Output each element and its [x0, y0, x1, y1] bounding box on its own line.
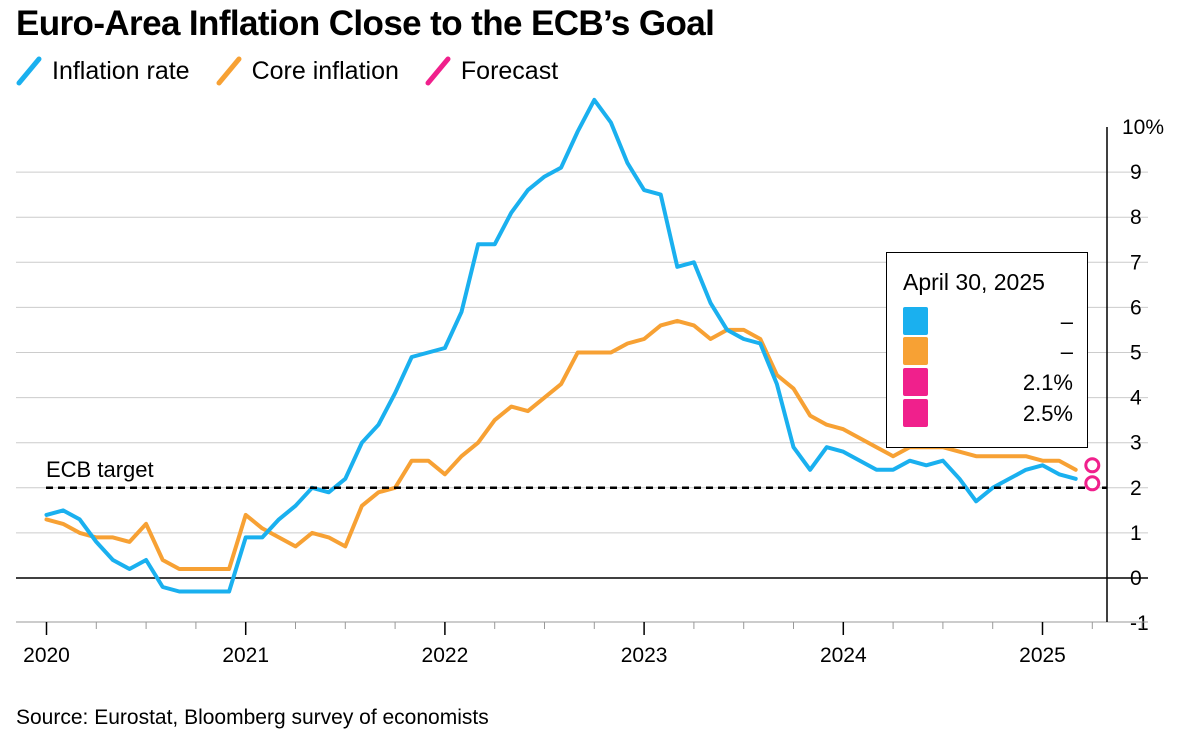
forecast-markers: [1084, 457, 1101, 492]
chart-title: Euro-Area Inflation Close to the ECB’s G…: [16, 4, 715, 43]
legend: Inflation rate Core inflation Forecast: [16, 56, 584, 86]
tooltip-swatch-forecast-2: [903, 399, 928, 427]
y-tick-label: 10%: [1122, 116, 1164, 139]
tooltip-row-core: –: [903, 337, 1073, 365]
tooltip-row-forecast-1: 2.1%: [903, 368, 1073, 396]
x-axis: 2020 2021 2022 2023 2024 2025: [16, 621, 1148, 667]
x-tick-label: 2024: [820, 644, 867, 667]
x-tick-label: 2023: [621, 644, 668, 667]
x-tick-label: 2022: [422, 644, 469, 667]
y-tick-label: 6: [1130, 296, 1142, 319]
x-tick-label: 2020: [23, 644, 70, 667]
legend-label-inflation: Inflation rate: [52, 56, 190, 85]
tooltip-value-forecast-1: 2.1%: [1022, 370, 1073, 395]
y-tick-label: 4: [1130, 387, 1142, 410]
tooltip-row-forecast-2: 2.5%: [903, 399, 1073, 427]
ecb-target-label: ECB target: [46, 457, 154, 482]
core-inflation-line: [44, 318, 1078, 571]
tooltip-swatch-core: [903, 337, 928, 365]
y-tick-label: 8: [1130, 206, 1142, 229]
hover-tooltip: April 30, 2025 – – 2.1% 2.5%: [886, 252, 1088, 448]
y-tick-label: 2: [1130, 477, 1142, 500]
forecast-point[interactable]: [1084, 457, 1101, 474]
y-tick-label: 7: [1130, 251, 1142, 274]
tooltip-date: April 30, 2025: [903, 269, 1045, 295]
legend-label-forecast: Forecast: [460, 56, 559, 85]
tooltip-swatch-inflation: [903, 307, 928, 335]
source-note: Source: Eurostat, Bloomberg survey of ec…: [16, 706, 489, 729]
x-tick-label: 2025: [1019, 644, 1066, 667]
tooltip-row-inflation: –: [903, 307, 1073, 335]
legend-swatch-forecast: [425, 56, 451, 86]
tooltip-value-core: –: [1060, 339, 1073, 364]
legend-item-core: Core inflation: [216, 56, 399, 86]
legend-swatch-inflation: [16, 56, 42, 86]
y-axis-labels: 10% 9 8 7 6 5 4 3 2 1 0 -1: [1122, 116, 1164, 635]
legend-item-forecast: Forecast: [425, 56, 558, 86]
x-tick-label: 2021: [222, 644, 269, 667]
y-tick-label: -1: [1130, 612, 1149, 635]
y-tick-label: 0: [1130, 567, 1142, 590]
tooltip-value-inflation: –: [1060, 309, 1073, 334]
tooltip-value-forecast-2: 2.5%: [1022, 401, 1073, 426]
forecast-point[interactable]: [1084, 475, 1101, 492]
legend-item-inflation: Inflation rate: [16, 56, 190, 86]
y-tick-label: 5: [1130, 342, 1142, 365]
series-lines: [44, 97, 1078, 594]
y-tick-label: 9: [1130, 161, 1142, 184]
inflation-rate-line: [44, 97, 1078, 594]
legend-label-core: Core inflation: [251, 56, 399, 85]
y-tick-label: 1: [1130, 522, 1142, 545]
y-tick-label: 3: [1130, 432, 1142, 455]
tooltip-swatch-forecast-1: [903, 368, 928, 396]
legend-swatch-core: [216, 56, 242, 86]
